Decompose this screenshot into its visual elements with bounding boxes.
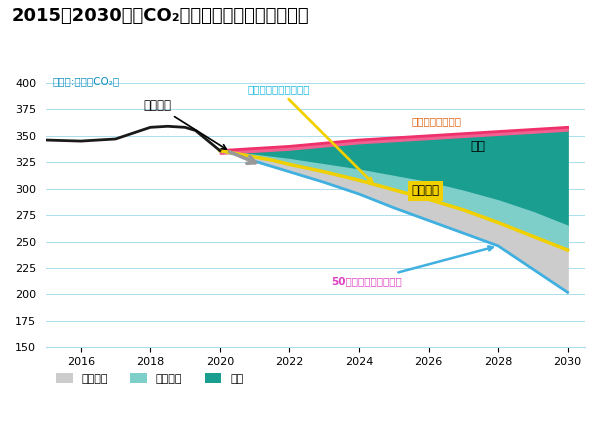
- Text: 持続可能開発シナリオ: 持続可能開発シナリオ: [248, 84, 372, 183]
- Text: 50年実質ゼロシナリオ: 50年実質ゼロシナリオ: [331, 247, 493, 286]
- Text: 2015～2030年のCO₂排出量（削減量）の見通し: 2015～2030年のCO₂排出量（削減量）の見通し: [12, 7, 310, 25]
- Legend: 行動変化, 最終利用, 発電: 行動変化, 最終利用, 発電: [52, 369, 248, 389]
- Text: （単位:億トンCO₂）: （単位:億トンCO₂）: [53, 77, 120, 86]
- Text: 最終利用: 最終利用: [411, 184, 439, 197]
- Text: 発電: 発電: [470, 140, 485, 153]
- Text: 公表政策シナリオ: 公表政策シナリオ: [411, 116, 461, 126]
- Text: 行動変化: 行動変化: [143, 99, 226, 149]
